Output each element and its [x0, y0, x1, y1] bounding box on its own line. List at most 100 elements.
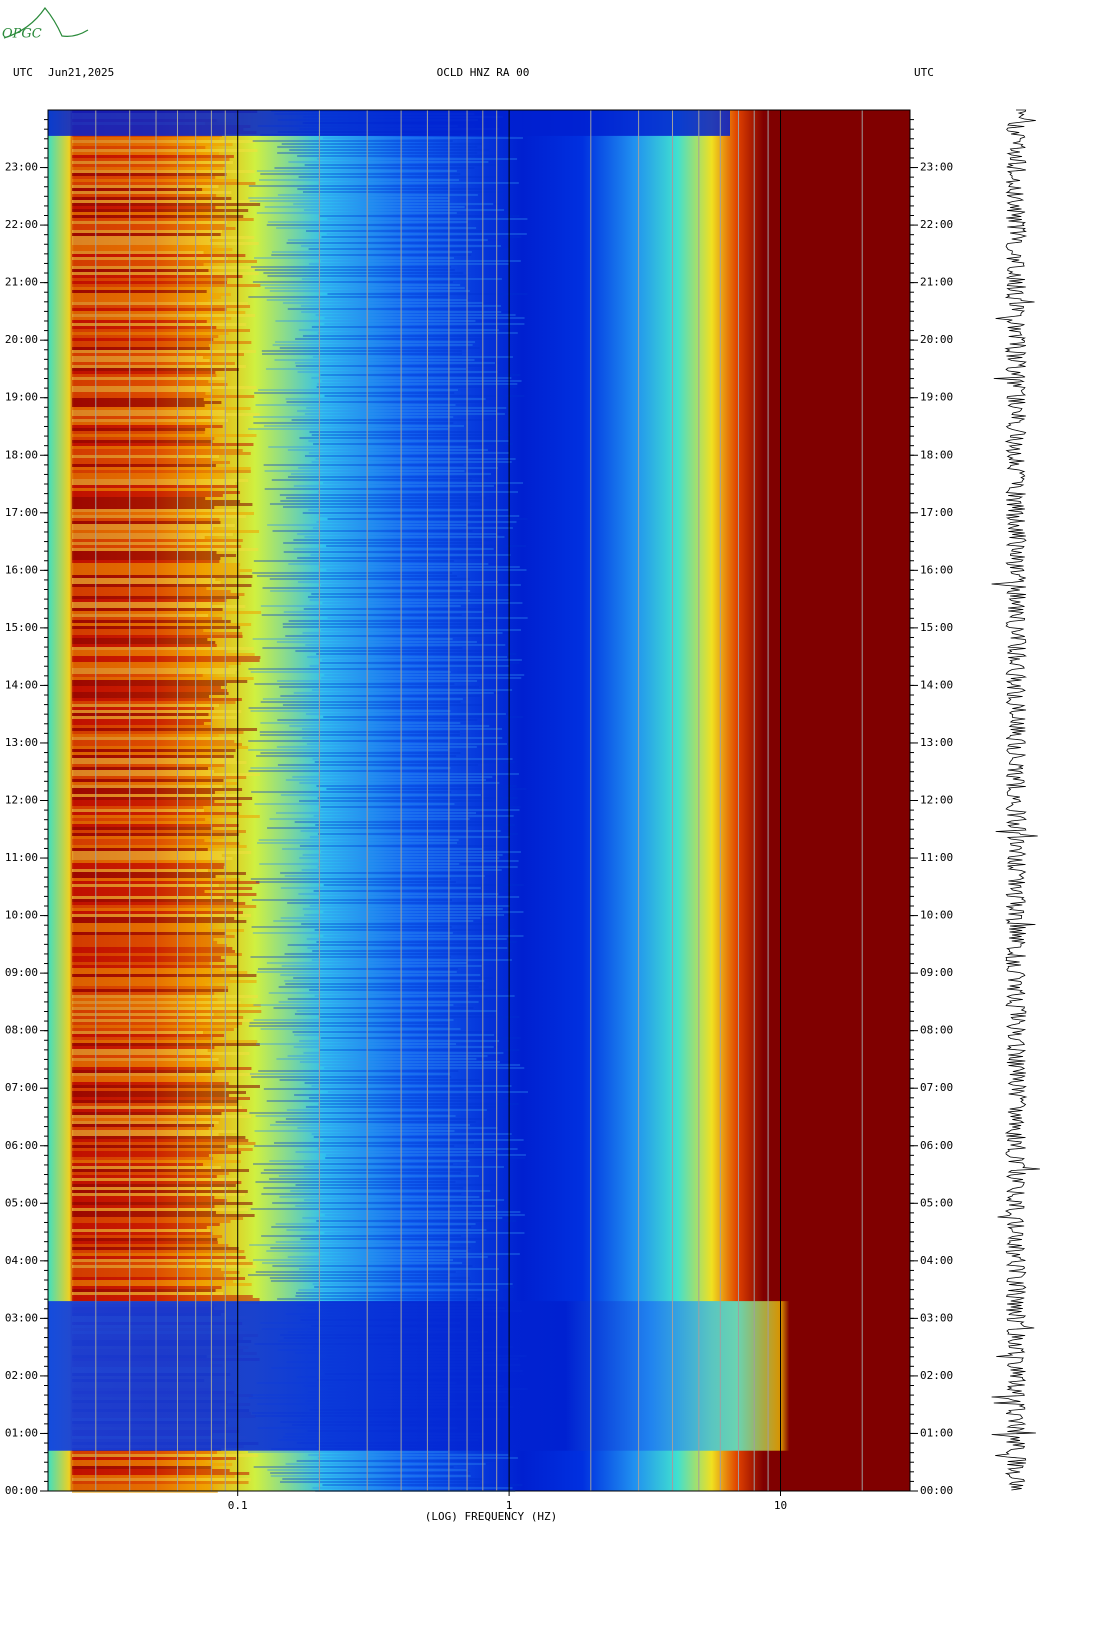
- spectrogram-stripe: [280, 695, 481, 697]
- spectrogram-stripe: [72, 431, 205, 434]
- spectrogram-stripe: [255, 881, 456, 883]
- spectrogram-stripe: [72, 368, 239, 371]
- spectrogram-stripe: [289, 149, 490, 151]
- spectrogram-stripe: [296, 1460, 497, 1462]
- spectrogram-stripe: [72, 677, 254, 680]
- spectrogram-stripe: [317, 332, 518, 334]
- spectrogram-stripe: [311, 593, 512, 595]
- spectrogram-stripe: [72, 1049, 208, 1052]
- spectrogram-stripe: [72, 1163, 203, 1166]
- spectrogram-stripe: [72, 263, 204, 266]
- spectrogram-stripe: [256, 1043, 457, 1045]
- spectrogram-stripe: [313, 1136, 514, 1138]
- spectrogram-stripe: [275, 320, 476, 322]
- spectrogram-stripe: [299, 437, 500, 439]
- spectrogram-stripe: [280, 1481, 481, 1483]
- spectrogram-stripe: [300, 1238, 501, 1240]
- spectrogram-stripe: [72, 623, 252, 626]
- spectrogram-stripe: [321, 380, 522, 382]
- spectrogram-stripe: [283, 542, 484, 544]
- spectrogram-stripe: [72, 344, 209, 347]
- spectrogram-stripe: [72, 719, 212, 722]
- spectrogram-stripe: [72, 395, 255, 398]
- spectrogram-stripe: [72, 449, 243, 452]
- spectrogram-stripe: [72, 1064, 220, 1067]
- spectrogram-stripe: [72, 653, 255, 656]
- spectrogram-stripe: [72, 254, 246, 257]
- spectrogram-stripe: [319, 566, 520, 568]
- spectrogram-stripe: [297, 1127, 498, 1129]
- spectrogram-stripe: [72, 806, 204, 809]
- spectrogram-stripe: [326, 788, 527, 790]
- spectrogram-stripe: [72, 1166, 221, 1169]
- spectrogram-stripe: [72, 704, 220, 707]
- spectrogram-stripe: [72, 359, 210, 362]
- spectrogram-stripe: [302, 854, 503, 856]
- spectrogram-stripe: [72, 629, 204, 632]
- spectrogram-stripe: [312, 758, 513, 760]
- spectrogram-stripe: [72, 1175, 217, 1178]
- spectrogram-stripe: [273, 1007, 474, 1009]
- spectrogram-stripe: [299, 1268, 500, 1270]
- spectrogram-stripe: [249, 1112, 450, 1114]
- spectrogram-stripe: [72, 1262, 253, 1265]
- spectrogram-stripe: [72, 1118, 221, 1121]
- spectrogram-stripe: [72, 1016, 244, 1019]
- spectrogram-stripe: [72, 230, 223, 233]
- spectrogram-stripe: [305, 644, 506, 646]
- spectrogram-stripe: [72, 608, 223, 611]
- spectrogram-stripe: [248, 428, 449, 430]
- spectrogram-stripe: [72, 176, 216, 179]
- spectrogram-stripe: [284, 953, 485, 955]
- y-tick-label: 12:00: [920, 794, 953, 807]
- spectrogram-stripe: [72, 1139, 249, 1142]
- spectrogram-stripe: [72, 893, 257, 896]
- spectrogram-stripe: [72, 674, 203, 677]
- spectrogram-stripe: [294, 821, 495, 823]
- spectrogram-stripe: [322, 137, 523, 139]
- spectrogram-stripe: [72, 1193, 246, 1196]
- spectrogram-stripe: [287, 944, 488, 946]
- spectrogram-stripe: [72, 881, 260, 884]
- spectrogram-stripe: [259, 179, 460, 181]
- spectrogram-stripe: [321, 677, 522, 679]
- spectrogram-stripe: [285, 398, 486, 400]
- spectrogram-stripe: [322, 602, 523, 604]
- spectrogram-stripe: [286, 1229, 487, 1231]
- spectrogram-stripe: [72, 245, 212, 248]
- spectrogram-stripe: [72, 296, 221, 299]
- spectrogram-stripe: [319, 662, 520, 664]
- spectrogram-stripe: [72, 746, 249, 749]
- spectrogram-stripe: [72, 1292, 224, 1295]
- spectrogram-stripe: [72, 281, 227, 284]
- spectrogram-stripe: [72, 251, 204, 254]
- spectrogram-stripe: [72, 953, 242, 956]
- spectrogram-stripe: [249, 1244, 450, 1246]
- spectrogram-stripe: [312, 1283, 513, 1285]
- spectrogram-stripe: [283, 551, 484, 553]
- spectrogram-stripe: [72, 794, 239, 797]
- spectrogram-stripe: [72, 659, 260, 662]
- logo: OPGC: [2, 27, 42, 42]
- spectrogram-stripe: [248, 197, 449, 199]
- spectrogram-stripe: [72, 1181, 242, 1184]
- spectrogram-stripe: [72, 302, 248, 305]
- spectrogram-stripe: [72, 161, 233, 164]
- spectrogram-stripe: [72, 380, 209, 383]
- spectrogram-stripe: [72, 812, 239, 815]
- spectrogram-stripe: [261, 1235, 462, 1237]
- spectrogram-stripe: [72, 938, 214, 941]
- spectrogram-stripe: [72, 755, 234, 758]
- spectrogram-stripe: [321, 236, 522, 238]
- spectrogram-stripe: [309, 989, 510, 991]
- spectrogram-stripe: [280, 500, 481, 502]
- spectrogram-stripe: [72, 767, 208, 770]
- spectrogram-stripe: [289, 725, 490, 727]
- spectrogram-stripe: [72, 617, 223, 620]
- spectrogram-stripe: [72, 1115, 252, 1118]
- spectrogram-stripe: [72, 1091, 247, 1094]
- spectrogram-stripe: [309, 599, 510, 601]
- spectrogram-stripe: [248, 296, 449, 298]
- spectrogram-stripe: [72, 1235, 223, 1238]
- spectrogram-stripe: [254, 257, 455, 259]
